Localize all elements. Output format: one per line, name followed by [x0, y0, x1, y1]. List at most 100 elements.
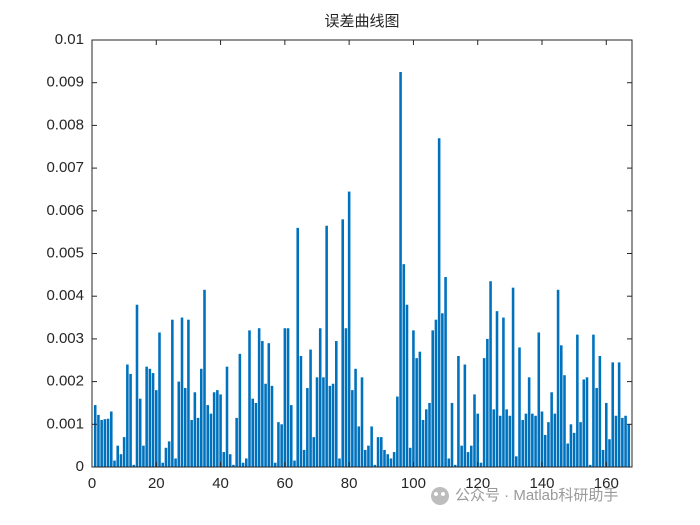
- bar: [293, 460, 296, 467]
- watermark: 公众号 · Matlab科研助手: [455, 487, 618, 504]
- bar: [579, 422, 582, 467]
- bar: [524, 413, 528, 467]
- bar: [450, 402, 454, 467]
- bar: [418, 351, 422, 467]
- bar: [550, 392, 553, 467]
- bar: [563, 375, 566, 467]
- bar: [476, 413, 479, 467]
- y-tick-label: 0: [76, 458, 84, 475]
- bar: [412, 330, 415, 467]
- bar: [470, 445, 473, 467]
- bar: [306, 388, 309, 467]
- bar: [489, 281, 492, 467]
- bar: [360, 377, 364, 467]
- bar: [383, 449, 386, 467]
- bar: [129, 373, 132, 467]
- bar: [431, 330, 434, 467]
- bar: [283, 328, 287, 467]
- bar: [521, 420, 524, 467]
- bar: [357, 426, 361, 467]
- bar: [595, 388, 598, 467]
- bar: [309, 349, 312, 467]
- bar: [498, 415, 502, 467]
- bar: [254, 402, 258, 467]
- bar: [174, 458, 177, 467]
- bar: [434, 319, 438, 467]
- bar: [100, 420, 103, 467]
- bar: [97, 414, 100, 467]
- bar: [453, 464, 457, 467]
- bar: [627, 424, 631, 467]
- bar: [151, 373, 155, 467]
- bar: [132, 464, 136, 467]
- bar: [280, 424, 283, 467]
- bar: [302, 449, 306, 467]
- bar: [138, 398, 142, 467]
- bar: [119, 454, 123, 467]
- bar: [190, 420, 193, 467]
- bar: [482, 358, 486, 467]
- bar: [428, 402, 431, 467]
- bar: [441, 313, 444, 467]
- bar: [415, 358, 418, 467]
- y-tick-label: 0.003: [46, 330, 84, 347]
- bar: [408, 447, 412, 467]
- bar: [585, 377, 589, 467]
- bar: [473, 394, 476, 467]
- bar: [396, 396, 399, 467]
- bar: [592, 334, 595, 467]
- bar: [200, 368, 203, 467]
- bar: [183, 388, 187, 467]
- y-tick-label: 0.006: [46, 202, 84, 219]
- bar: [463, 364, 467, 467]
- bar: [335, 341, 338, 467]
- bar: [155, 390, 158, 467]
- bar: [142, 445, 145, 467]
- bar: [257, 328, 261, 467]
- x-tick-label: 60: [277, 475, 294, 492]
- bar: [331, 383, 335, 467]
- bar: [376, 437, 380, 467]
- y-tick-label: 0.004: [46, 287, 84, 304]
- bar: [495, 311, 499, 467]
- bar: [380, 437, 383, 467]
- bar: [386, 454, 389, 467]
- bar: [556, 289, 560, 467]
- bar: [479, 462, 483, 467]
- bar: [444, 276, 447, 467]
- chart-title: 误差曲线图: [324, 13, 399, 30]
- bar: [116, 445, 119, 467]
- bar: [225, 366, 229, 467]
- bar: [566, 443, 569, 467]
- x-tick-label: 120: [465, 475, 490, 492]
- bar: [447, 458, 451, 467]
- bar: [537, 332, 541, 467]
- y-tick-label: 0.001: [46, 415, 84, 432]
- x-tick-label: 80: [341, 475, 358, 492]
- bar: [318, 328, 322, 467]
- bar: [328, 385, 332, 467]
- bar: [437, 138, 441, 467]
- y-tick-label: 0.002: [46, 373, 84, 390]
- bar: [161, 462, 164, 467]
- bar: [543, 434, 547, 467]
- bar: [560, 345, 563, 467]
- bar: [508, 415, 512, 467]
- bar: [135, 304, 139, 467]
- bar: [617, 362, 621, 467]
- bar: [209, 413, 213, 467]
- bar: [399, 72, 402, 468]
- bar: [212, 392, 216, 467]
- watermark-icon: [431, 487, 449, 505]
- bar: [245, 458, 248, 467]
- bar: [540, 411, 544, 467]
- bar: [367, 445, 370, 467]
- bar: [290, 405, 293, 467]
- bar: [389, 458, 393, 467]
- bar: [547, 422, 550, 467]
- bar: [347, 191, 351, 467]
- bar: [351, 390, 354, 467]
- bar: [193, 392, 197, 467]
- bar: [527, 377, 531, 467]
